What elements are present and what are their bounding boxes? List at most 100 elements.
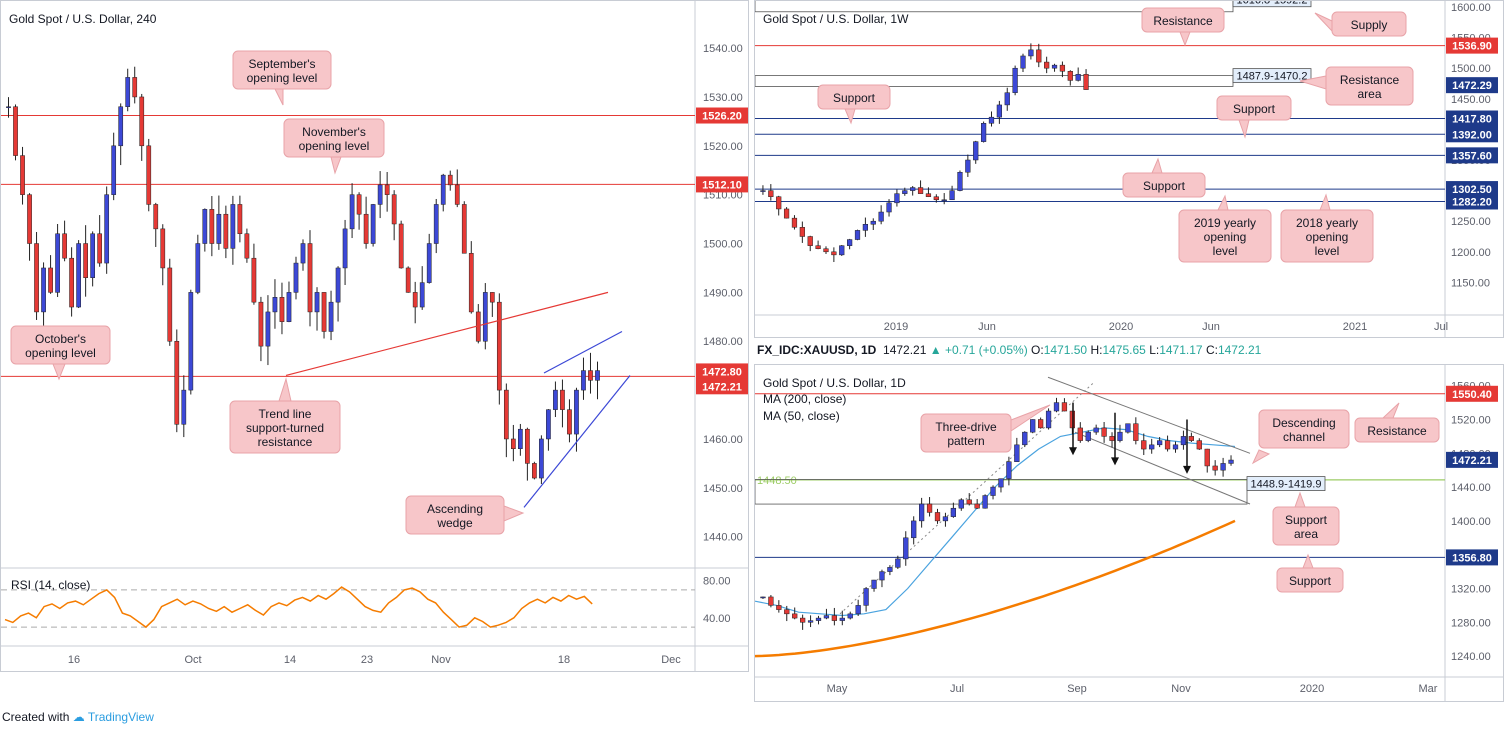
d1-candle <box>1053 402 1060 412</box>
h4-candle <box>181 389 187 425</box>
price-change: ▲ +0.71 (+0.05%) <box>929 343 1028 357</box>
w1-note-2018-pointer <box>1319 193 1331 211</box>
w1-candle <box>1012 67 1018 93</box>
h4-title: Gold Spot / U.S. Dollar, 240 <box>9 12 157 26</box>
h4-candle <box>125 77 131 107</box>
tradingview-brand-link[interactable]: TradingView <box>87 710 154 724</box>
h4-chart-panel[interactable]: 1440.001450.001460.001470.001480.001490.… <box>0 0 749 672</box>
h4-price-label-bg <box>696 378 748 395</box>
w1-x-tick: Jul <box>1434 321 1448 333</box>
w1-candle <box>1067 71 1073 81</box>
w1-candle <box>910 187 916 191</box>
h4-candle <box>489 292 495 303</box>
h4-x-tick: 14 <box>284 654 296 666</box>
h4-candle <box>160 228 166 269</box>
h4-candle <box>335 267 341 303</box>
w1-price-label-bg <box>1446 193 1498 210</box>
w1-note-support-left-pointer <box>844 108 856 125</box>
w1-zone-label-bg <box>1232 68 1312 84</box>
w1-candle <box>783 208 790 219</box>
rsi-title: RSI (14, close) <box>11 578 90 592</box>
w1-candle <box>1059 64 1066 72</box>
w1-note-resistance-text: Resistance <box>1153 14 1213 28</box>
h4-note-wedge-pointer <box>503 505 525 522</box>
w1-x-tick: Jun <box>1202 321 1220 333</box>
h4-candle <box>581 370 586 391</box>
h4-candle <box>560 389 565 410</box>
h4-candle <box>532 463 537 479</box>
weekly-chart-panel[interactable]: 1150.001200.001250.001300.001350.001400.… <box>754 0 1504 338</box>
d1-candle <box>1141 440 1147 450</box>
w1-note-resistance-area-pointer <box>1299 75 1327 90</box>
d1-note-resistance-box <box>1354 417 1440 443</box>
d1-candle <box>879 571 885 581</box>
h4-candle <box>209 209 215 244</box>
w1-candle <box>776 196 782 210</box>
h4-candle <box>328 301 334 332</box>
d1-note-descending-box <box>1258 409 1350 449</box>
w1-candle <box>791 217 798 228</box>
w1-candle <box>878 211 884 222</box>
w1-candle <box>894 193 900 204</box>
w1-price-label-bg <box>1446 77 1498 94</box>
w1-price-label: 1392.00 <box>1452 129 1492 141</box>
h4-note-trendline-text: Trend line <box>259 407 312 421</box>
daily-chart[interactable]: 1240.001280.001320.001360.001400.001440.… <box>755 365 1503 701</box>
d1-note-three-drive-text: Three-drive <box>935 420 997 434</box>
close-label: C: <box>1205 343 1218 357</box>
weekly-chart[interactable]: 1150.001200.001250.001300.001350.001400.… <box>755 1 1503 337</box>
w1-price-label-bg <box>1446 110 1498 127</box>
w1-y-tick: 1450.00 <box>1451 94 1491 106</box>
h4-y-tick: 1540.00 <box>703 43 743 55</box>
d1-candle <box>839 617 845 621</box>
h4-price-label: 1512.10 <box>702 179 742 191</box>
d1-candle <box>784 609 790 615</box>
d1-price-label-bg <box>1446 385 1498 402</box>
h4-chart[interactable]: 1440.001450.001460.001470.001480.001490.… <box>1 1 748 671</box>
h4-candle <box>188 292 194 391</box>
d1-candle <box>1030 419 1036 433</box>
h4-candle <box>55 233 60 293</box>
h4-price-label-bg <box>696 363 748 380</box>
h4-candle <box>195 243 201 293</box>
h4-x-tick: 18 <box>558 654 570 666</box>
d1-y-tick: 1240.00 <box>1451 651 1491 663</box>
d1-candle <box>1228 459 1234 464</box>
d1-candle <box>1006 461 1012 479</box>
d1-candle <box>919 503 925 522</box>
h4-y-tick: 1500.00 <box>703 239 743 251</box>
w1-candle <box>886 202 892 213</box>
h4-candle <box>48 267 53 293</box>
h4-note-trendline-pointer <box>278 377 292 402</box>
rsi-y-tick: 80.00 <box>703 576 731 588</box>
d1-candle <box>1022 431 1028 446</box>
h4-candle <box>300 243 306 264</box>
w1-note-2019-text: 2019 yearly <box>1194 216 1256 230</box>
w1-price-label: 1282.20 <box>1452 196 1492 208</box>
d1-legend-ma200: MA (200, close) <box>763 392 846 406</box>
w1-candle <box>941 199 947 202</box>
h4-note-trendline-text: support-turned <box>246 421 324 435</box>
d1-x-tick: May <box>827 683 848 695</box>
h4-note-september-text: September's <box>249 57 316 71</box>
h4-note-november-text: November's <box>302 125 366 139</box>
d1-price-label-bg <box>1446 549 1498 566</box>
d1-legend-ma50: MA (50, close) <box>763 409 840 423</box>
w1-price-label-bg <box>1446 126 1498 143</box>
h4-candle <box>90 233 96 278</box>
d1-candle <box>1172 444 1179 450</box>
d1-note-resistance-text: Resistance <box>1367 424 1427 438</box>
d1-candle <box>863 588 869 606</box>
d1-channel-lower <box>1074 431 1251 505</box>
w1-zone-label-bg <box>1232 1 1312 8</box>
d1-candle <box>800 617 806 623</box>
daily-chart-panel[interactable]: 1240.001280.001320.001360.001400.001440.… <box>754 364 1504 702</box>
d1-candle <box>815 617 822 621</box>
d1-candle <box>847 613 853 619</box>
w1-y-tick: 1600.00 <box>1451 2 1491 14</box>
w1-candle <box>902 190 908 194</box>
d1-y-tick: 1440.00 <box>1451 482 1491 494</box>
h4-candle <box>216 213 222 244</box>
footer: Created with ☁ TradingView <box>2 710 154 724</box>
h4-y-tick: 1520.00 <box>703 141 743 153</box>
